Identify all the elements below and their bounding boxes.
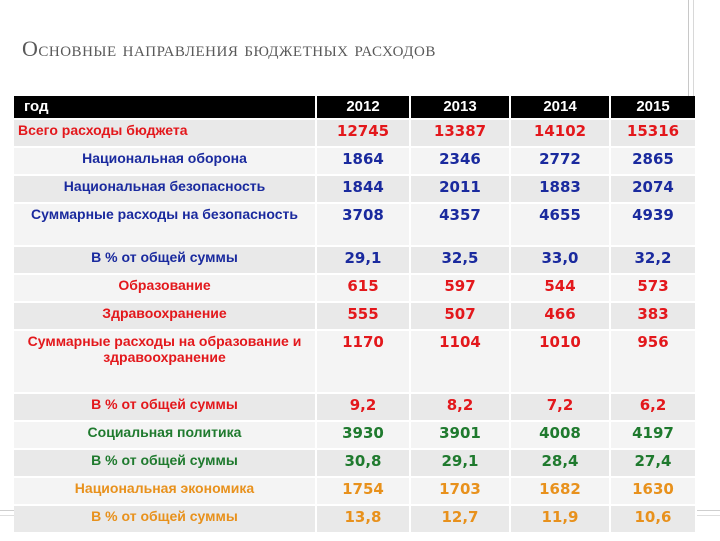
value-cell: 4197 (610, 421, 697, 450)
row-label: В % от общей суммы (14, 505, 317, 534)
value-cell: 956 (610, 330, 697, 394)
table-row: Всего расходы бюджета 12745 13387 14102 1531… (14, 119, 697, 148)
value-cell: 1104 (410, 330, 511, 394)
value-cell: 1170 (316, 330, 411, 394)
value-cell: 11,9 (510, 505, 611, 534)
value-cell: 507 (410, 302, 511, 331)
value-cell: 597 (410, 274, 511, 303)
value-cell: 615 (316, 274, 411, 303)
value-cell: 1010 (510, 330, 611, 394)
table-row: Суммарные расходы на безопасность 3708 435… (14, 203, 697, 247)
value-cell: 2865 (610, 147, 697, 176)
header-cell-2014: 2014 (510, 96, 611, 120)
row-label: Социальная политика (14, 421, 317, 450)
value-cell: 573 (610, 274, 697, 303)
value-cell: 1703 (410, 477, 511, 506)
value-cell: 1864 (316, 147, 411, 176)
value-cell: 9,2 (316, 393, 411, 422)
row-label: В % от общей суммы (14, 449, 317, 478)
value-cell: 2772 (510, 147, 611, 176)
table-row: В % от общей суммы 29,1 32,5 33,0 32,2 (14, 246, 697, 275)
value-cell: 30,8 (316, 449, 411, 478)
value-cell: 7,2 (510, 393, 611, 422)
value-cell: 555 (316, 302, 411, 331)
table-row: Национальная экономика 1754 1703 1682 1630 (14, 477, 697, 506)
value-cell: 29,1 (316, 246, 411, 275)
table-row: Образование 615 597 544 573 (14, 274, 697, 303)
value-cell: 12745 (316, 119, 411, 148)
value-cell: 29,1 (410, 449, 511, 478)
header-cell-2015: 2015 (610, 96, 697, 120)
value-cell: 4357 (410, 203, 511, 247)
table-row: Суммарные расходы на образование и здрав… (14, 330, 697, 394)
value-cell: 15316 (610, 119, 697, 148)
value-cell: 6,2 (610, 393, 697, 422)
table-row: Здравоохранение 555 507 466 383 (14, 302, 697, 331)
value-cell: 383 (610, 302, 697, 331)
value-cell: 466 (510, 302, 611, 331)
value-cell: 32,2 (610, 246, 697, 275)
budget-table: год 2012 2013 2014 2015 Всего расходы бю… (14, 96, 697, 534)
header-cell-2013: 2013 (410, 96, 511, 120)
row-label: Суммарные расходы на безопасность (14, 203, 317, 247)
table-row: В % от общей суммы 9,2 8,2 7,2 6,2 (14, 393, 697, 422)
row-label: Суммарные расходы на образование и здрав… (14, 330, 317, 394)
table-row: Национальная оборона 1864 2346 2772 2865 (14, 147, 697, 176)
value-cell: 12,7 (410, 505, 511, 534)
table-row: В % от общей суммы 13,8 12,7 11,9 10,6 (14, 505, 697, 534)
row-label: Всего расходы бюджета (14, 119, 317, 148)
value-cell: 4008 (510, 421, 611, 450)
row-label: В % от общей суммы (14, 393, 317, 422)
value-cell: 4939 (610, 203, 697, 247)
value-cell: 3930 (316, 421, 411, 450)
value-cell: 28,4 (510, 449, 611, 478)
row-label: В % от общей суммы (14, 246, 317, 275)
value-cell: 1754 (316, 477, 411, 506)
value-cell: 33,0 (510, 246, 611, 275)
value-cell: 2074 (610, 175, 697, 204)
value-cell: 32,5 (410, 246, 511, 275)
row-label: Национальная оборона (14, 147, 317, 176)
value-cell: 8,2 (410, 393, 511, 422)
row-label: Национальная экономика (14, 477, 317, 506)
row-label: Национальная безопасность (14, 175, 317, 204)
slide-title: Основные направления бюджетных расходов (22, 36, 436, 61)
value-cell: 2346 (410, 147, 511, 176)
header-cell-2012: 2012 (316, 96, 411, 120)
value-cell: 1844 (316, 175, 411, 204)
table-row: Национальная безопасность 1844 2011 1883 207… (14, 175, 697, 204)
value-cell: 544 (510, 274, 611, 303)
row-label: Образование (14, 274, 317, 303)
value-cell: 13387 (410, 119, 511, 148)
value-cell: 27,4 (610, 449, 697, 478)
table-row: Социальная политика 3930 3901 4008 4197 (14, 421, 697, 450)
value-cell: 1883 (510, 175, 611, 204)
value-cell: 3708 (316, 203, 411, 247)
table-row: В % от общей суммы 30,8 29,1 28,4 27,4 (14, 449, 697, 478)
value-cell: 13,8 (316, 505, 411, 534)
value-cell: 10,6 (610, 505, 697, 534)
value-cell: 1682 (510, 477, 611, 506)
value-cell: 4655 (510, 203, 611, 247)
row-label: Здравоохранение (14, 302, 317, 331)
value-cell: 14102 (510, 119, 611, 148)
header-cell-year: год (14, 96, 317, 120)
value-cell: 1630 (610, 477, 697, 506)
value-cell: 2011 (410, 175, 511, 204)
value-cell: 3901 (410, 421, 511, 450)
table-header-row: год 2012 2013 2014 2015 (14, 96, 697, 120)
